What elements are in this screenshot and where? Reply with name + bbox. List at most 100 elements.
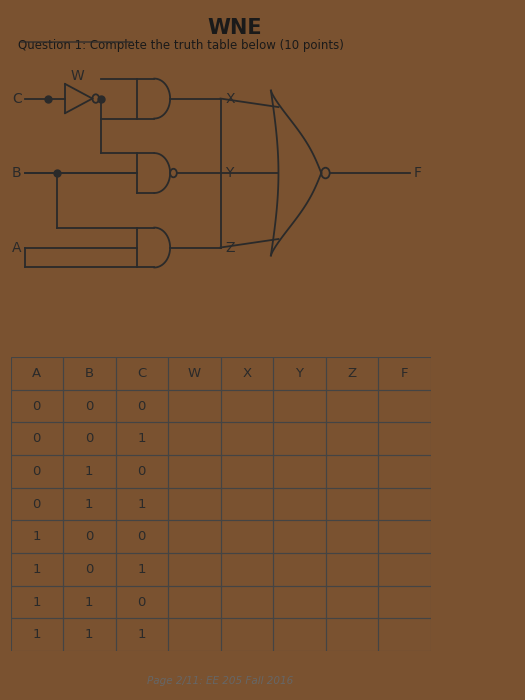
Text: 0: 0	[33, 465, 41, 478]
Text: 1: 1	[33, 596, 41, 608]
Bar	[168, 455, 220, 488]
Bar	[10, 553, 63, 586]
Text: F: F	[401, 367, 408, 380]
Bar	[168, 357, 220, 390]
Bar	[378, 422, 430, 455]
Bar	[63, 390, 116, 422]
Text: X: X	[242, 367, 251, 380]
Bar	[220, 520, 273, 553]
Bar	[116, 586, 168, 618]
Text: 0: 0	[138, 400, 146, 412]
Bar	[168, 618, 220, 651]
Bar	[116, 553, 168, 586]
Text: C: C	[137, 367, 146, 380]
Text: 1: 1	[85, 596, 93, 608]
Bar	[273, 586, 326, 618]
Bar	[10, 455, 63, 488]
Bar	[220, 586, 273, 618]
Text: W: W	[71, 69, 85, 83]
Bar	[220, 455, 273, 488]
Bar	[10, 520, 63, 553]
Text: C: C	[12, 92, 22, 106]
Bar	[10, 618, 63, 651]
Text: WNE: WNE	[207, 18, 262, 38]
Text: B: B	[85, 367, 94, 380]
Text: Z: Z	[347, 367, 356, 380]
Bar	[116, 422, 168, 455]
Text: 1: 1	[33, 530, 41, 543]
Bar	[326, 390, 378, 422]
Bar	[326, 618, 378, 651]
Bar	[168, 586, 220, 618]
Bar	[63, 586, 116, 618]
Bar	[10, 422, 63, 455]
Text: 0: 0	[85, 563, 93, 576]
Bar	[220, 422, 273, 455]
Bar	[63, 422, 116, 455]
Bar	[10, 390, 63, 422]
Bar	[273, 455, 326, 488]
Bar	[116, 488, 168, 520]
Bar	[326, 586, 378, 618]
Bar	[378, 488, 430, 520]
Text: Question 1: Complete the truth table below (10 points): Question 1: Complete the truth table bel…	[18, 38, 344, 52]
Bar	[10, 488, 63, 520]
Bar	[378, 586, 430, 618]
Bar	[116, 618, 168, 651]
Bar	[168, 553, 220, 586]
Bar	[220, 553, 273, 586]
Text: 0: 0	[85, 432, 93, 445]
Bar	[116, 520, 168, 553]
Bar	[273, 390, 326, 422]
Text: 1: 1	[138, 563, 146, 576]
Bar	[326, 455, 378, 488]
Bar	[63, 357, 116, 390]
Bar	[116, 357, 168, 390]
Bar	[378, 455, 430, 488]
Text: Y: Y	[226, 166, 234, 180]
Text: X: X	[226, 92, 235, 106]
Bar	[220, 357, 273, 390]
Bar	[273, 520, 326, 553]
Text: Z: Z	[226, 241, 235, 255]
Bar	[116, 455, 168, 488]
Text: A: A	[32, 367, 41, 380]
Bar	[273, 357, 326, 390]
Bar	[273, 488, 326, 520]
Bar	[220, 390, 273, 422]
Bar	[168, 390, 220, 422]
Bar	[378, 357, 430, 390]
Bar	[326, 553, 378, 586]
Text: 0: 0	[138, 465, 146, 478]
Bar	[10, 586, 63, 618]
Text: 1: 1	[85, 465, 93, 478]
Bar	[273, 553, 326, 586]
Text: 1: 1	[138, 628, 146, 641]
Text: 0: 0	[138, 596, 146, 608]
Text: 1: 1	[85, 498, 93, 510]
Text: Y: Y	[295, 367, 303, 380]
Text: 0: 0	[33, 498, 41, 510]
Bar	[168, 488, 220, 520]
Bar	[63, 618, 116, 651]
Bar	[168, 422, 220, 455]
Text: 0: 0	[85, 400, 93, 412]
Text: 0: 0	[85, 530, 93, 543]
Bar	[378, 520, 430, 553]
Bar	[326, 357, 378, 390]
Bar	[326, 488, 378, 520]
Text: B: B	[12, 166, 22, 180]
Text: 0: 0	[33, 400, 41, 412]
Text: 0: 0	[33, 432, 41, 445]
Text: 1: 1	[138, 498, 146, 510]
Bar	[378, 390, 430, 422]
Text: W: W	[188, 367, 201, 380]
Bar	[326, 422, 378, 455]
Bar	[326, 520, 378, 553]
Bar	[273, 618, 326, 651]
Bar	[220, 618, 273, 651]
Bar	[273, 422, 326, 455]
Bar	[63, 520, 116, 553]
Text: Page 2/11: EE 205 Fall 2016: Page 2/11: EE 205 Fall 2016	[148, 676, 293, 686]
Bar	[168, 520, 220, 553]
